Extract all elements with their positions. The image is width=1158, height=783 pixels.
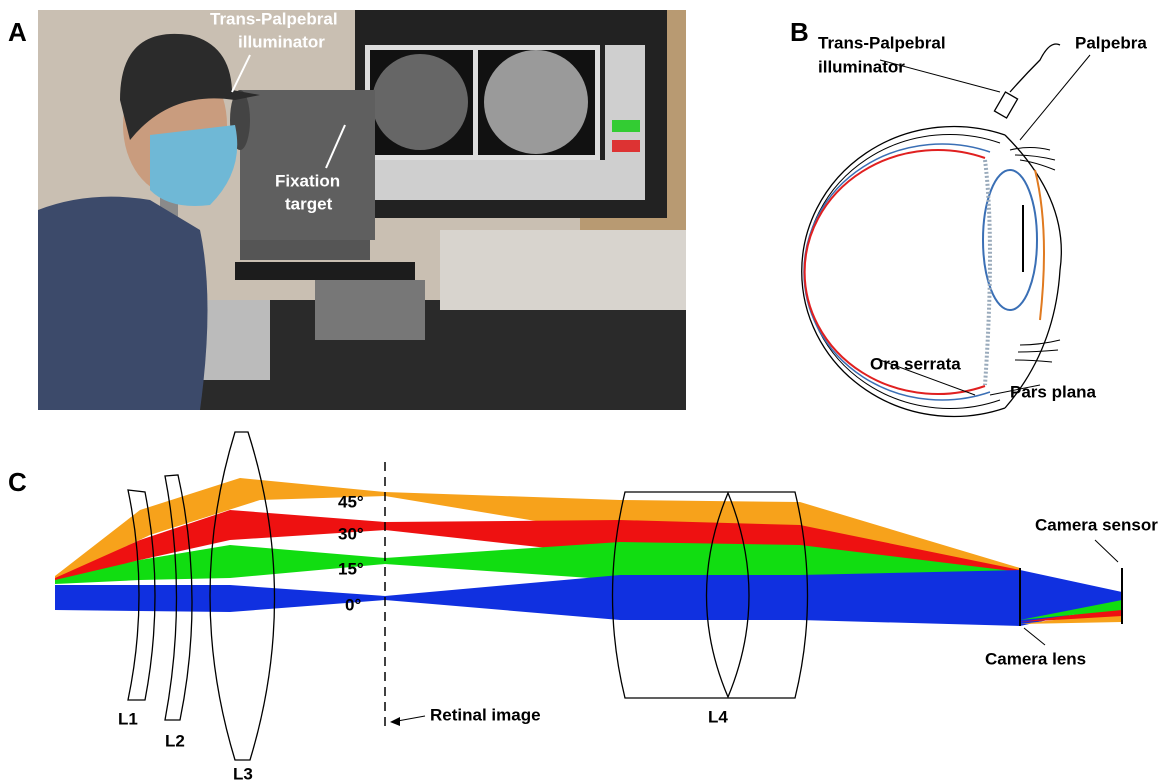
annotation: Trans-Palpebral: [210, 9, 338, 28]
annotation: Retinal image: [430, 705, 541, 724]
annotation: Pars plana: [1010, 382, 1097, 401]
annotation: illuminator: [818, 57, 905, 76]
annotation: Ora serrata: [870, 354, 961, 373]
lens-label: L1: [118, 709, 138, 728]
panel-label: A: [8, 17, 27, 47]
annotation: Camera sensor: [1035, 515, 1158, 534]
panel-label: C: [8, 467, 27, 497]
angle-label: 0°: [345, 595, 361, 614]
ray-trace: [55, 478, 1122, 626]
panel-label: B: [790, 17, 809, 47]
lens-label: L4: [708, 707, 728, 726]
annotation: target: [285, 194, 333, 213]
annotation: Palpebra: [1075, 33, 1147, 52]
lens-label: L2: [165, 731, 185, 750]
photo: [38, 10, 686, 410]
annotation: Fixation: [275, 171, 340, 190]
angle-label: 15°: [338, 559, 364, 578]
annotation: Trans-Palpebral: [818, 33, 946, 52]
figure: A B C Trans-Palpebral illuminator Fixati…: [0, 0, 1158, 783]
angle-label: 30°: [338, 524, 364, 543]
annotation: Camera lens: [985, 649, 1086, 668]
lens-label: L3: [233, 764, 253, 783]
annotation: illuminator: [238, 32, 325, 51]
angle-label: 45°: [338, 492, 364, 511]
